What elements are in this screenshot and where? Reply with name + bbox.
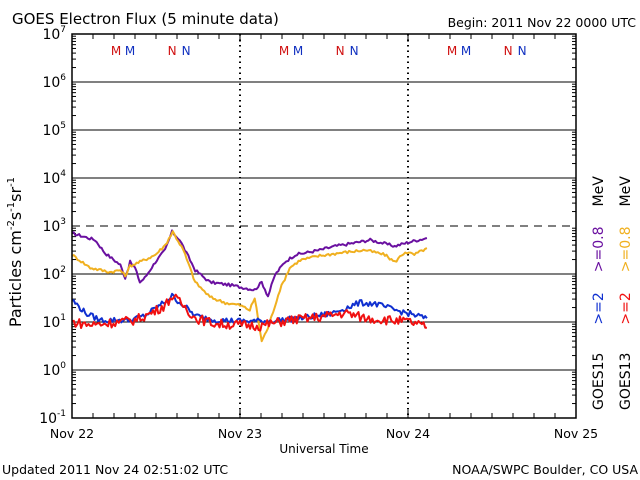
y-tick-base: 10 xyxy=(39,411,57,427)
y-tick-label: 106 xyxy=(42,73,66,91)
y-tick-label: 10-1 xyxy=(39,409,66,427)
y-tick-exponent: 2 xyxy=(60,265,66,275)
y-tick-base: 10 xyxy=(42,219,60,235)
x-tick-label: Nov 23 xyxy=(218,426,262,441)
legend-text: MeV xyxy=(618,176,634,207)
legend-column: GOES13 >=2 >=0.8 MeV xyxy=(618,176,634,410)
series-line xyxy=(71,229,428,298)
y-tick-base: 10 xyxy=(42,363,60,379)
y-tick-exponent: 6 xyxy=(60,73,66,83)
satellite-marker: M xyxy=(461,44,471,58)
y-tick-exponent: 0 xyxy=(60,361,66,371)
y-tick-label: 104 xyxy=(42,169,66,187)
legend-column: GOES15 >=2 >=0.8 MeV xyxy=(591,176,607,410)
legend-text: >=2 xyxy=(618,292,634,324)
y-tick-label: 107 xyxy=(42,25,66,43)
series-line xyxy=(71,293,427,332)
y-tick-label: 105 xyxy=(42,121,66,139)
legend-entry: GOES15 >=2 >=0.8 MeV xyxy=(591,176,607,410)
y-axis-label-text: Particles cm xyxy=(6,230,25,327)
satellite-marker: M xyxy=(279,44,289,58)
grid-lines xyxy=(72,34,576,418)
legend-text: >=2 xyxy=(591,292,607,324)
x-tick-label: Nov 22 xyxy=(50,426,94,441)
begin-label: Begin: 2011 Nov 22 0000 UTC xyxy=(448,15,637,30)
x-tick-label: Nov 24 xyxy=(386,426,430,441)
chart-title: GOES Electron Flux (5 minute data) xyxy=(12,10,279,28)
credit-text: NOAA/SWPC Boulder, CO USA xyxy=(452,462,638,477)
x-tick-label: Nov 25 xyxy=(554,426,598,441)
y-tick-exponent: 3 xyxy=(60,217,66,227)
y-unit-s: s xyxy=(6,212,25,220)
plot-frame xyxy=(71,33,577,419)
satellite-marker: M xyxy=(293,44,303,58)
legend-text: MeV xyxy=(591,176,607,207)
satellite-marker: M xyxy=(125,44,135,58)
satellite-marker: M xyxy=(447,44,457,58)
legend-text: GOES13 xyxy=(618,353,634,410)
y-tick-base: 10 xyxy=(42,27,60,43)
series-line xyxy=(71,230,428,343)
y-tick-exponent: 4 xyxy=(60,169,66,179)
y-unit-exp-sr: -1 xyxy=(6,177,17,187)
legend-entry: GOES13 >=2 >=0.8 MeV xyxy=(618,176,634,410)
legend-text: >=0.8 xyxy=(618,226,634,272)
legend-text: GOES15 xyxy=(591,353,607,410)
y-unit-exp-s: -1 xyxy=(6,202,17,212)
legend: GOES15 >=2 >=0.8 MeV GOES13 >=2 >=0.8 MeV xyxy=(591,176,634,410)
y-tick-base: 10 xyxy=(42,123,60,139)
satellite-marker: M xyxy=(111,44,121,58)
satellite-marker: N xyxy=(168,44,177,58)
y-tick-exponent: -1 xyxy=(57,409,66,419)
y-tick-base: 10 xyxy=(42,315,60,331)
satellite-marker: N xyxy=(518,44,527,58)
y-tick-label: 103 xyxy=(42,217,66,235)
y-tick-exponent: 5 xyxy=(60,121,66,131)
y-tick-base: 10 xyxy=(42,267,60,283)
y-tick-exponent: 7 xyxy=(60,25,66,35)
updated-timestamp: Updated 2011 Nov 24 02:51:02 UTC xyxy=(2,462,228,477)
satellite-marker: N xyxy=(350,44,359,58)
y-unit-exp-cm: -2 xyxy=(6,220,17,230)
y-tick-exponent: 1 xyxy=(60,313,66,323)
y-tick-label: 100 xyxy=(42,361,66,379)
y-tick-label: 102 xyxy=(42,265,66,283)
y-tick-base: 10 xyxy=(42,75,60,91)
svg-text:Particles cm-2s-1sr-1: Particles cm-2s-1sr-1 xyxy=(6,177,25,327)
y-axis-label: Particles cm-2s-1sr-1 xyxy=(6,177,25,327)
satellite-marker: N xyxy=(182,44,191,58)
series-group xyxy=(71,229,428,343)
y-tick-base: 10 xyxy=(42,171,60,187)
satellite-marker: N xyxy=(504,44,513,58)
y-unit-sr: sr xyxy=(6,187,25,202)
y-tick-label: 101 xyxy=(42,313,66,331)
satellite-marker: N xyxy=(336,44,345,58)
legend-text: >=0.8 xyxy=(591,226,607,272)
x-tick-labels: Nov 22 Nov 23 Nov 24 Nov 25 xyxy=(50,426,598,441)
x-axis-label: Universal Time xyxy=(279,442,368,456)
